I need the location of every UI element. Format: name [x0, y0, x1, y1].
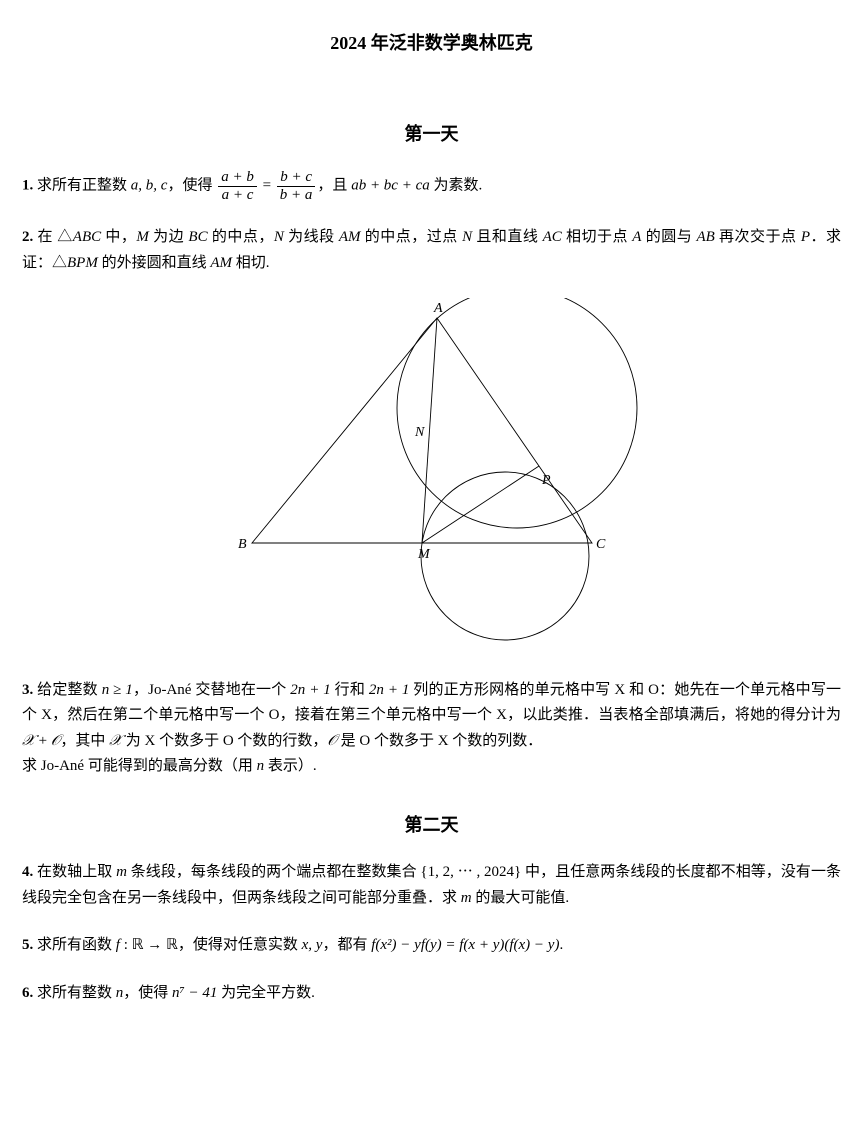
- math: N: [462, 229, 472, 245]
- text: 在数轴上取: [37, 864, 116, 880]
- calig-x: 𝒳: [22, 733, 35, 749]
- problem-number: 1.: [22, 178, 33, 194]
- text: 求所有正整数: [37, 178, 131, 194]
- text: =: [259, 178, 275, 194]
- text: 在 △: [38, 229, 73, 245]
- text: ，使得: [167, 178, 216, 194]
- problem-number: 2.: [22, 229, 33, 245]
- label-c: C: [596, 537, 606, 552]
- text: 的中点，: [208, 229, 274, 245]
- page-title: 2024 年泛非数学奥林匹克: [22, 28, 841, 59]
- math: f(x²) − yf(y) = f(x + y)(f(x) − y): [371, 937, 559, 953]
- math: AC: [543, 229, 562, 245]
- text: 的最大可能值.: [472, 890, 570, 906]
- math: m: [116, 864, 127, 880]
- math: BC: [188, 229, 207, 245]
- text: ，其中: [60, 733, 109, 749]
- calig-x: 𝒳: [109, 733, 122, 749]
- text: .: [559, 937, 563, 953]
- diagram-svg: A B C M N P: [222, 298, 642, 648]
- text: 的圆与: [641, 229, 696, 245]
- fraction: b + cb + a: [277, 169, 316, 203]
- problem-6: 6. 求所有整数 n，使得 n⁷ − 41 为完全平方数.: [22, 981, 841, 1007]
- text: 相切.: [232, 255, 270, 271]
- problem-4: 4. 在数轴上取 m 条线段，每条线段的两个端点都在整数集合 {1, 2, ⋯ …: [22, 860, 841, 911]
- math: 2n + 1: [290, 682, 330, 698]
- math: ab + bc + ca: [351, 178, 430, 194]
- math: AM: [210, 255, 232, 271]
- text: 相切于点: [562, 229, 633, 245]
- text: ，使得对任意实数: [178, 937, 302, 953]
- calig-o: 𝒪: [51, 733, 60, 749]
- label-m: M: [417, 547, 431, 562]
- math: P: [801, 229, 810, 245]
- text: : ℝ → ℝ: [120, 937, 178, 953]
- text: ，都有: [322, 937, 371, 953]
- problem-5: 5. 求所有函数 f : ℝ → ℝ，使得对任意实数 x, y，都有 f(x²)…: [22, 933, 841, 959]
- problem-2: 2. 在 △ABC 中，M 为边 BC 的中点，N 为线段 AM 的中点，过点 …: [22, 225, 841, 276]
- numerator: a + b: [218, 169, 257, 187]
- label-p: P: [541, 473, 551, 488]
- text: 表示）.: [264, 758, 317, 774]
- text: 的外接圆和直线: [98, 255, 211, 271]
- math: AB: [696, 229, 714, 245]
- day2-heading: 第二天: [22, 810, 841, 841]
- text: +: [35, 733, 51, 749]
- day1-heading: 第一天: [22, 119, 841, 150]
- math: AM: [339, 229, 361, 245]
- text: ，且: [317, 178, 351, 194]
- text: 中，: [101, 229, 136, 245]
- geometry-diagram: A B C M N P: [22, 298, 841, 658]
- text: 再次交于点: [715, 229, 801, 245]
- problem-number: 3.: [22, 682, 33, 698]
- problem-number: 5.: [22, 937, 33, 953]
- text: 行和: [331, 682, 369, 698]
- math: 2n + 1: [369, 682, 409, 698]
- text: 为线段: [284, 229, 339, 245]
- fraction: a + ba + c: [218, 169, 257, 203]
- text: 为边: [149, 229, 189, 245]
- text: 为素数.: [430, 178, 483, 194]
- text: 是 O 个数多于 X 个数的列数．: [337, 733, 542, 749]
- upper-circle-icon: [397, 298, 637, 528]
- math: N: [274, 229, 284, 245]
- text: ，使得: [123, 985, 172, 1001]
- text: 为完全平方数.: [217, 985, 315, 1001]
- label-b: B: [238, 537, 247, 552]
- problem-1: 1. 求所有正整数 a, b, c，使得 a + ba + c = b + cb…: [22, 169, 841, 203]
- text: 为 X 个数多于 O 个数的行数，: [122, 733, 327, 749]
- text: 求 Jo-Ané 可能得到的最高分数（用: [22, 758, 257, 774]
- text: 的中点，过点: [361, 229, 463, 245]
- math: n ≥ 1: [102, 682, 133, 698]
- lower-circle-icon: [421, 472, 589, 640]
- math: n⁷ − 41: [172, 985, 217, 1001]
- text: 求所有函数: [37, 937, 116, 953]
- denominator: a + c: [218, 187, 257, 204]
- text: ，Jo-Ané 交替地在一个: [133, 682, 290, 698]
- math: m: [461, 890, 472, 906]
- problem-number: 6.: [22, 985, 33, 1001]
- text: 且和直线: [472, 229, 543, 245]
- label-n: N: [414, 425, 425, 440]
- math: M: [136, 229, 149, 245]
- line-mp: [422, 466, 539, 543]
- text: 条线段，每条线段的两个端点都在整数集合 {1, 2, ⋯ , 2024} 中，且…: [22, 864, 841, 906]
- text: 求所有整数: [37, 985, 116, 1001]
- problem-3: 3. 给定整数 n ≥ 1，Jo-Ané 交替地在一个 2n + 1 行和 2n…: [22, 678, 841, 780]
- denominator: b + a: [277, 187, 316, 204]
- label-a: A: [433, 301, 443, 316]
- problem-number: 4.: [22, 864, 33, 880]
- math: BPM: [67, 255, 98, 271]
- calig-o: 𝒪: [327, 733, 336, 749]
- math: ABC: [73, 229, 101, 245]
- text: 给定整数: [37, 682, 102, 698]
- math: a, b, c: [131, 178, 168, 194]
- numerator: b + c: [277, 169, 316, 187]
- math: n: [257, 758, 265, 774]
- math: x, y: [302, 937, 323, 953]
